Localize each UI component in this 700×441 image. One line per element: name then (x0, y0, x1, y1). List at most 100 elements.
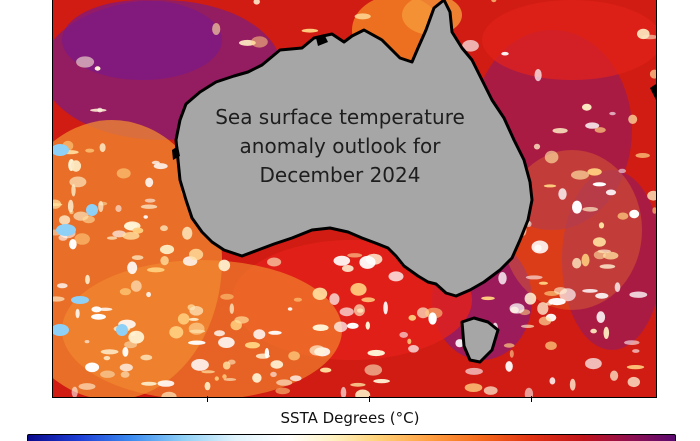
anomaly-blob (521, 324, 535, 328)
anomaly-blob (122, 232, 140, 240)
anomaly-blob (124, 341, 137, 349)
anomaly-blob (373, 379, 390, 384)
cool-anomaly-blob (52, 324, 69, 336)
colorbar (27, 434, 676, 441)
map-graphic (52, 0, 656, 397)
anomaly-blob (498, 272, 507, 285)
anomaly-blob (652, 207, 656, 214)
anomaly-blob (160, 225, 168, 232)
anomaly-blob (130, 280, 142, 292)
anomaly-blob (334, 321, 348, 333)
cool-anomaly-blob (52, 144, 69, 156)
anomaly-blob (605, 189, 617, 196)
anomaly-blob (85, 148, 95, 153)
sst-anomaly-map (52, 0, 656, 397)
anomaly-blob (544, 150, 559, 164)
anomaly-blob (534, 69, 542, 82)
anomaly-blob (85, 362, 100, 373)
anomaly-blob (509, 350, 514, 358)
anomaly-blob (275, 387, 290, 395)
anomaly-blob (276, 379, 293, 386)
anomaly-blob (161, 391, 177, 397)
anomaly-blob (629, 291, 648, 298)
anomaly-blob (649, 69, 656, 79)
anomaly-blob (122, 347, 129, 357)
anomaly-blob (505, 361, 513, 372)
anomaly-blob (229, 303, 234, 315)
anomaly-blob (69, 176, 87, 188)
anomaly-blob (91, 306, 102, 313)
anomaly-blob (71, 184, 76, 197)
anomaly-blob (339, 307, 354, 317)
anomaly-blob (169, 326, 184, 339)
anomaly-blob (582, 289, 598, 293)
anomaly-blob (628, 114, 638, 125)
anomaly-blob (359, 255, 376, 269)
map-title-line-1: Sea surface temperature (215, 105, 465, 129)
anomaly-blob (177, 313, 190, 325)
anomaly-blob (287, 307, 293, 311)
anomaly-blob (595, 292, 609, 299)
anomaly-blob (354, 13, 371, 20)
anomaly-blob (599, 264, 616, 269)
anomaly-blob (288, 351, 300, 361)
anomaly-blob (353, 304, 365, 317)
map-title: Sea surface temperature anomaly outlook … (160, 103, 520, 190)
anomaly-blob (245, 342, 260, 349)
anomaly-blob (188, 340, 206, 345)
island-mark (172, 146, 180, 160)
anomaly-blob (140, 204, 158, 209)
anomaly-blob (509, 303, 525, 314)
anomaly-blob (383, 301, 388, 315)
anomaly-blob (182, 226, 193, 240)
anomaly-blob (347, 322, 359, 329)
anomaly-blob (160, 256, 169, 266)
anomaly-blob (585, 358, 602, 370)
anomaly-blob (157, 380, 175, 387)
anomaly-blob (587, 168, 602, 176)
anomaly-blob (329, 293, 340, 305)
anomaly-blob (309, 345, 326, 356)
anomaly-blob (75, 308, 80, 319)
anomaly-blob (69, 239, 77, 250)
anomaly-blob (524, 292, 537, 305)
anomaly-blob (85, 274, 90, 285)
anomaly-blob (428, 312, 437, 325)
anomaly-blob (533, 143, 541, 150)
anomaly-blob (57, 283, 68, 289)
anomaly-blob (592, 182, 607, 187)
anomaly-blob (74, 233, 90, 245)
anomaly-blob (71, 386, 78, 397)
anomaly-blob (103, 356, 111, 361)
anomaly-blob (270, 371, 277, 377)
anomaly-blob (141, 381, 157, 386)
anomaly-blob (59, 215, 71, 225)
anomaly-blob (632, 349, 640, 353)
anomaly-blob (218, 337, 235, 348)
anomaly-blob (554, 287, 567, 295)
anomaly-blob (524, 387, 534, 397)
anomaly-blob (98, 200, 104, 213)
anomaly-blob (159, 244, 175, 255)
anomaly-blob (538, 281, 548, 285)
anomaly-blob (545, 341, 557, 351)
map-title-line-2: anomaly outlook for (239, 134, 441, 158)
anomaly-blob (483, 386, 498, 395)
anomaly-blob (212, 23, 221, 35)
anomaly-blob (558, 188, 567, 200)
anomaly-blob (465, 367, 483, 375)
anomaly-blob (618, 168, 626, 174)
anomaly-blob (252, 373, 262, 383)
cool-anomaly-blob (86, 204, 98, 216)
anomaly-blob (538, 316, 552, 326)
anomaly-blob (99, 143, 106, 153)
anomaly-blob (119, 363, 133, 372)
cool-anomaly-blob (56, 224, 76, 236)
anomaly-blob (214, 330, 225, 337)
anomaly-blob (301, 28, 319, 33)
anomaly-blob (264, 348, 270, 359)
anomaly-blob (585, 122, 600, 129)
anomaly-blob (140, 354, 153, 361)
anomaly-blob (290, 375, 302, 382)
anomaly-blob (617, 212, 629, 220)
